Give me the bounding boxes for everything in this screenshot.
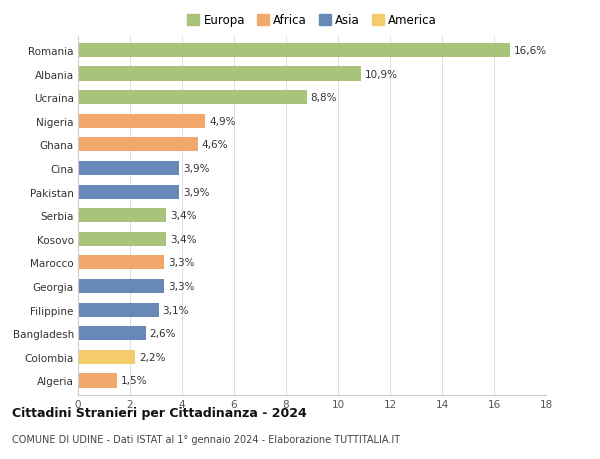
Text: 2,6%: 2,6%: [149, 329, 176, 338]
Bar: [78, 350, 135, 364]
Text: Cittadini Stranieri per Cittadinanza - 2024: Cittadini Stranieri per Cittadinanza - 2…: [12, 406, 307, 419]
Bar: [78, 67, 361, 81]
Bar: [78, 162, 179, 176]
Text: 3,9%: 3,9%: [184, 163, 210, 174]
Bar: [78, 185, 179, 199]
Text: 16,6%: 16,6%: [514, 46, 547, 56]
Text: 3,1%: 3,1%: [163, 305, 189, 315]
Bar: [78, 44, 509, 58]
Bar: [78, 114, 205, 129]
Text: 3,4%: 3,4%: [170, 211, 197, 221]
Text: 10,9%: 10,9%: [365, 69, 398, 79]
Text: 3,3%: 3,3%: [168, 281, 194, 291]
Text: 4,6%: 4,6%: [202, 140, 228, 150]
Text: 8,8%: 8,8%: [311, 93, 337, 103]
Text: 1,5%: 1,5%: [121, 375, 148, 386]
Bar: [78, 326, 146, 341]
Text: 3,3%: 3,3%: [168, 258, 194, 268]
Text: COMUNE DI UDINE - Dati ISTAT al 1° gennaio 2024 - Elaborazione TUTTITALIA.IT: COMUNE DI UDINE - Dati ISTAT al 1° genna…: [12, 434, 400, 444]
Bar: [78, 256, 164, 270]
Bar: [78, 91, 307, 105]
Text: 4,9%: 4,9%: [209, 117, 236, 127]
Text: 2,2%: 2,2%: [139, 352, 166, 362]
Bar: [78, 374, 117, 388]
Bar: [78, 138, 197, 152]
Bar: [78, 209, 166, 223]
Bar: [78, 232, 166, 246]
Legend: Europa, Africa, Asia, America: Europa, Africa, Asia, America: [187, 14, 437, 27]
Bar: [78, 303, 158, 317]
Text: 3,9%: 3,9%: [184, 187, 210, 197]
Text: 3,4%: 3,4%: [170, 234, 197, 244]
Bar: [78, 280, 164, 293]
